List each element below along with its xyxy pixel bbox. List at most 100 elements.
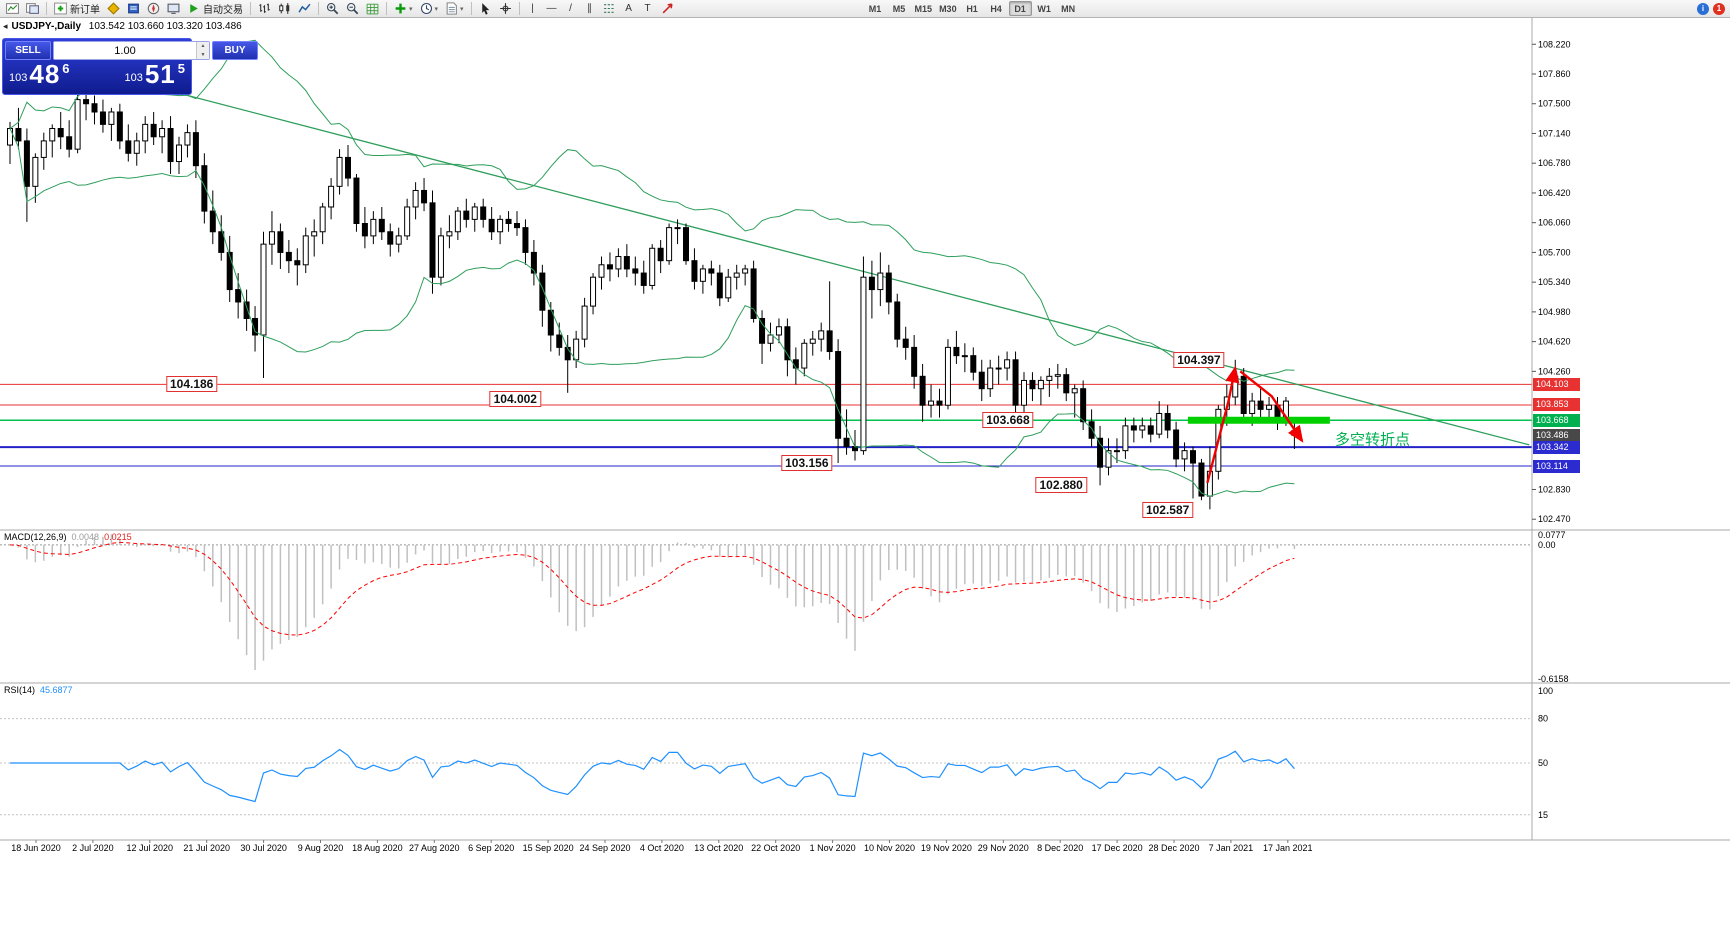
- price-tick-label: 106.780: [1538, 158, 1571, 168]
- date-label: 17 Dec 2020: [1092, 843, 1143, 853]
- databook-icon: [128, 3, 139, 14]
- price-callout-104.397[interactable]: 104.397: [1173, 352, 1225, 369]
- sell-button[interactable]: SELL: [5, 41, 51, 60]
- line-chart-button[interactable]: [295, 1, 314, 16]
- price-callout-103.156[interactable]: 103.156: [781, 454, 833, 471]
- toolbar-separator: [386, 2, 387, 15]
- cursor-button[interactable]: [476, 1, 495, 16]
- timeframe-w1-button[interactable]: W1: [1037, 3, 1051, 14]
- price-callout-102.587[interactable]: 102.587: [1141, 501, 1194, 518]
- price-axis[interactable]: 108.220 107.860 107.500 107.140 106.780 106.4…: [1532, 39, 1571, 524]
- new-order-button-label: 新订单: [70, 5, 100, 16]
- timeframe-m15-button[interactable]: M15: [914, 3, 933, 14]
- price-callout-104.186[interactable]: 104.186: [165, 376, 218, 393]
- price-tick-label: 104.260: [1538, 366, 1571, 376]
- price-callout-104.002[interactable]: 104.002: [489, 390, 541, 407]
- text-button[interactable]: A: [620, 1, 638, 16]
- arrow-down-annotation[interactable]: [1239, 370, 1304, 443]
- timeframe-h1-button[interactable]: H1: [966, 3, 978, 14]
- toolbar-separator: [518, 2, 520, 15]
- macd-label: MACD(12,26,9) 0.0048 0.0215: [4, 532, 132, 542]
- rsi-axis-label: 80: [1538, 714, 1548, 724]
- annotation-text[interactable]: 多空转折点: [1334, 431, 1410, 449]
- terminal-button[interactable]: [164, 1, 183, 16]
- date-label: 10 Nov 2020: [864, 843, 915, 853]
- vertical-line-button[interactable]: |: [524, 1, 542, 16]
- autotrade-button-label: 自动交易: [203, 5, 243, 16]
- crosshair-icon: [499, 3, 511, 14]
- data-window-button[interactable]: [124, 1, 143, 16]
- ask-price: 103 51 5: [124, 59, 185, 89]
- market-watch-button[interactable]: [104, 1, 123, 16]
- zoom-out-button[interactable]: [343, 1, 362, 16]
- date-label: 6 Sep 2020: [468, 843, 514, 853]
- autotrade-button[interactable]: 自动交易: [184, 1, 246, 16]
- new-order-button[interactable]: 新订单: [51, 1, 103, 16]
- buy-button[interactable]: BUY: [212, 41, 258, 60]
- date-label: 18 Aug 2020: [352, 843, 403, 853]
- arrow-up-annotation[interactable]: [1206, 365, 1240, 484]
- trendline-button[interactable]: /: [562, 1, 580, 16]
- periods-button[interactable]: ▾: [417, 1, 442, 16]
- volume-input[interactable]: [54, 42, 196, 59]
- chart-profiles-button[interactable]: [23, 1, 42, 16]
- price-callout-102.880[interactable]: 102.880: [1035, 477, 1087, 494]
- indicators-button[interactable]: ▾: [391, 1, 416, 16]
- navigator-button[interactable]: [144, 1, 163, 16]
- price-tick-label: 106.060: [1538, 218, 1571, 228]
- community-button[interactable]: i: [1697, 2, 1709, 15]
- date-label: 9 Aug 2020: [298, 843, 344, 853]
- timeframe-m1-button[interactable]: M1: [868, 3, 882, 14]
- toolbar-separator: [250, 2, 251, 15]
- polyline-icon: [298, 3, 311, 13]
- zoom-in-button[interactable]: [323, 1, 342, 16]
- horizontal-line-button[interactable]: —: [543, 1, 561, 16]
- support-highlight-segment[interactable]: [1187, 416, 1330, 424]
- timeframe-m5-button[interactable]: M5: [892, 3, 906, 14]
- price-callout-103.668[interactable]: 103.668: [982, 412, 1034, 429]
- price-tick-label: 107.500: [1538, 99, 1571, 109]
- macd-signal-value: 0.0215: [104, 532, 132, 542]
- fibonacci-button[interactable]: [600, 1, 619, 16]
- crosshair-button[interactable]: [496, 1, 515, 16]
- templates-button[interactable]: ▾: [442, 1, 467, 16]
- arrows-button[interactable]: [658, 1, 677, 16]
- date-label: 4 Oct 2020: [640, 843, 684, 853]
- rsi-axis-label: 100: [1538, 686, 1553, 696]
- timeframe-mn-button[interactable]: MN: [1061, 3, 1076, 14]
- new-chart-button[interactable]: [3, 1, 22, 16]
- channel-button[interactable]: ∥: [581, 1, 599, 16]
- descending-trendline[interactable]: [139, 82, 1530, 446]
- price-level-label-103.853: 103.853: [1533, 398, 1580, 412]
- label-button[interactable]: T: [639, 1, 657, 16]
- candlestick-series: [7, 87, 1298, 510]
- rsi-line: [10, 748, 1295, 803]
- macd-signal-line: [9, 541, 1295, 636]
- volume-down-button[interactable]: ▼: [197, 50, 209, 59]
- bollinger-lower-band: [9, 128, 1295, 497]
- notifications-badge[interactable]: 1: [1713, 2, 1725, 15]
- tile-windows-button[interactable]: [363, 1, 382, 16]
- macd-histogram: [17, 534, 1296, 670]
- bar-chart-button[interactable]: [255, 1, 274, 16]
- timeframe-d1-button[interactable]: D1: [1008, 1, 1032, 16]
- collapse-quick-trade-icon[interactable]: ◂: [3, 21, 8, 31]
- profiles-icon: [26, 3, 39, 14]
- diamond-icon: [107, 2, 120, 15]
- clock-icon: [420, 2, 432, 15]
- grid-icon: [366, 3, 379, 15]
- toolbar-separator: [318, 2, 319, 15]
- timeframe-m30-button[interactable]: M30: [939, 3, 957, 14]
- label-button-icon: T: [644, 3, 651, 14]
- toolbar-spacer: [678, 8, 863, 9]
- date-label: 13 Oct 2020: [694, 843, 743, 853]
- date-label: 19 Nov 2020: [921, 843, 972, 853]
- date-axis[interactable]: 18 Jun 2020 2 Jul 2020 12 Jul 2020 21 Jul 2…: [11, 840, 1313, 853]
- candle-chart-button[interactable]: [275, 1, 294, 16]
- timeframe-h4-button[interactable]: H4: [990, 3, 1002, 14]
- volume-up-button[interactable]: ▲: [197, 42, 209, 51]
